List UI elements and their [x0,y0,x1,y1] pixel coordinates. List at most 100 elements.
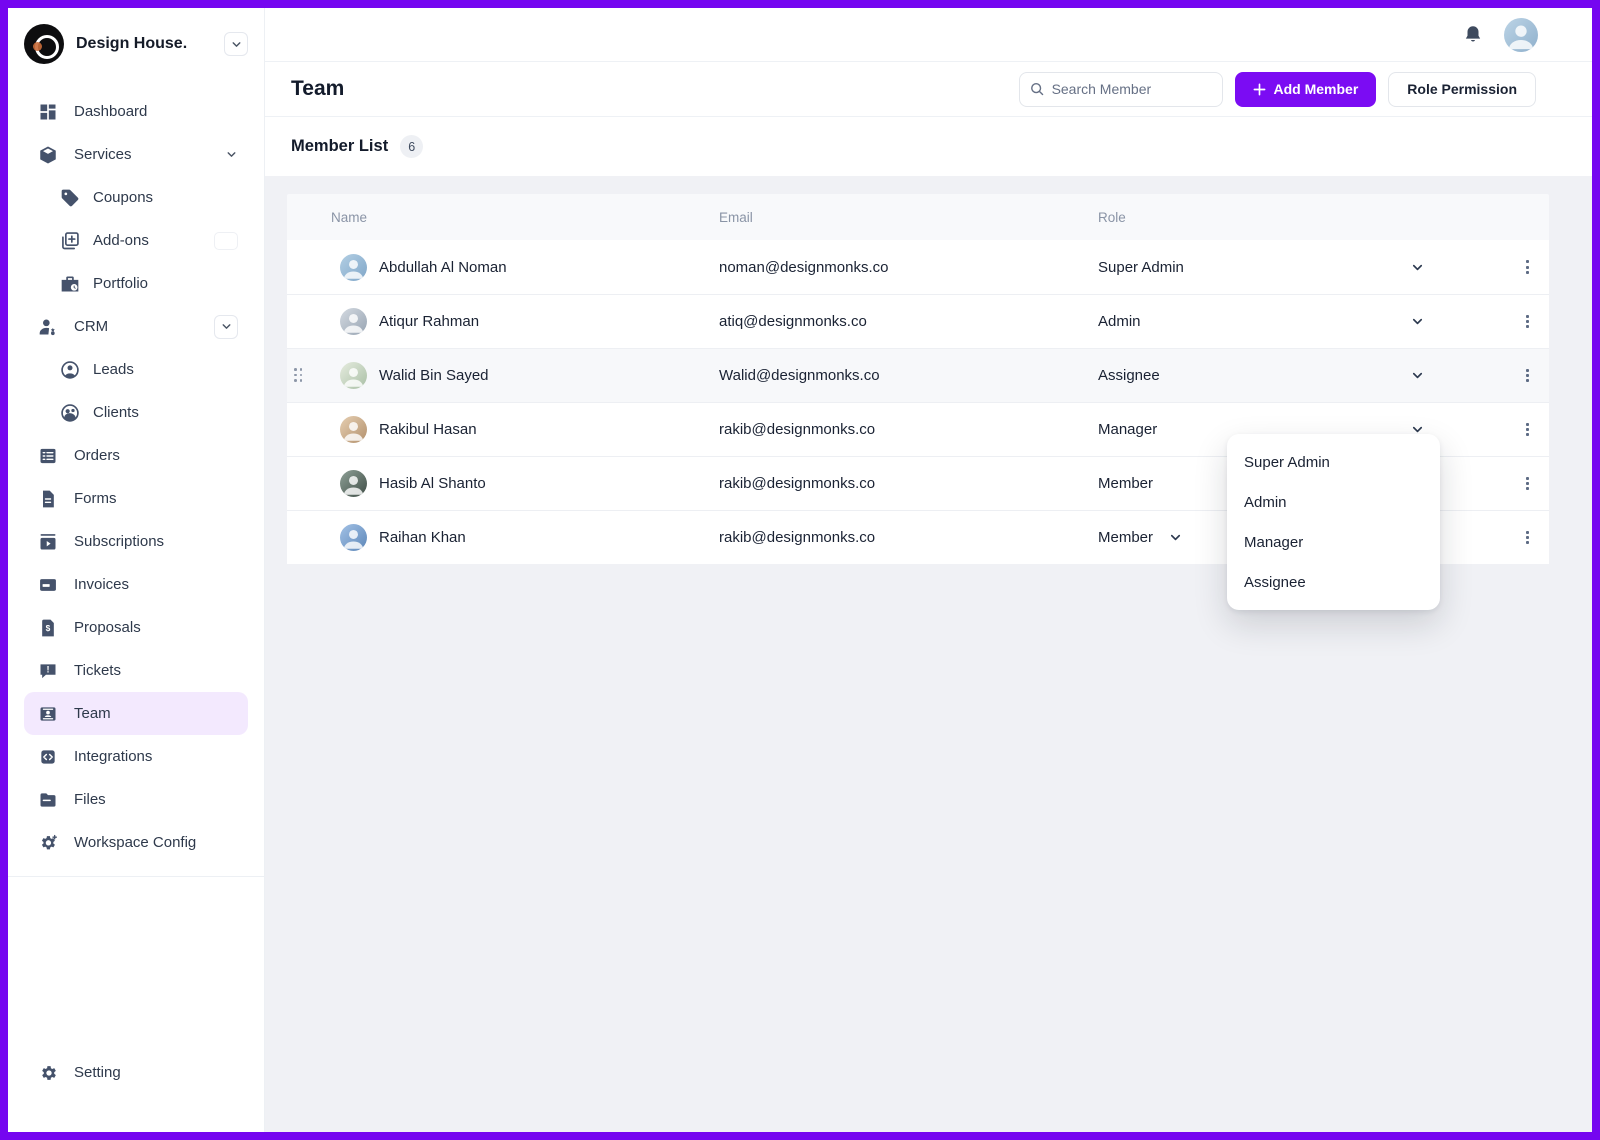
sidebar-item-files[interactable]: Files [24,778,248,821]
row-actions-kebab-icon[interactable] [1522,527,1533,549]
sidebar-item-proposals[interactable]: $ Proposals [24,606,248,649]
sidebar-item-orders[interactable]: Orders [24,434,248,477]
integrations-icon [38,747,58,767]
page-title: Team [291,77,345,100]
member-avatar [340,524,367,551]
member-table: Name Email Role Abdullah Al Noman noman@… [287,194,1549,610]
team-icon [38,704,58,724]
row-actions-kebab-icon[interactable] [1522,311,1533,333]
subscriptions-icon [38,532,58,552]
sidebar-item-forms[interactable]: Forms [24,477,248,520]
services-icon [38,145,58,165]
orders-icon [38,446,58,466]
notifications-bell-icon[interactable] [1462,24,1484,46]
role-option-assignee[interactable]: Assignee [1244,573,1306,591]
topbar [265,8,1592,62]
row-actions-kebab-icon[interactable] [1522,365,1533,387]
files-icon [38,790,58,810]
clients-icon [60,403,80,423]
sidebar-item-clients[interactable]: Clients [24,391,248,434]
crm-chevron-button[interactable] [214,314,238,339]
sidebar-item-workspace-config[interactable]: Workspace Config [24,821,248,864]
dashboard-icon [38,102,58,122]
leads-icon [60,360,80,380]
column-header-email: Email [719,209,753,225]
brand-logo [24,24,64,64]
brand-name: Design House. [76,35,188,52]
search-member-input[interactable] [1051,81,1212,97]
role-option-manager[interactable]: Manager [1244,533,1304,551]
svg-text:$: $ [46,622,51,632]
member-avatar [340,253,367,281]
portfolio-icon [60,274,80,294]
sidebar-item-subscriptions[interactable]: Subscriptions [24,520,248,563]
add-ons-badge-placeholder [214,231,238,250]
search-member-box[interactable] [1018,71,1223,107]
member-role: Manager [1098,421,1158,438]
role-permission-button[interactable]: Role Permission [1388,71,1536,107]
role-dropdown-chevron-icon[interactable] [1410,314,1425,329]
role-option-super-admin[interactable]: Super Admin [1244,453,1330,471]
drag-handle-icon[interactable] [294,368,331,383]
coupons-icon [60,188,80,208]
role-option-admin[interactable]: Admin [1244,493,1287,511]
member-name: Walid Bin Sayed [379,367,489,384]
column-header-name: Name [331,209,368,225]
role-dropdown-chevron-icon[interactable] [1410,368,1425,383]
sidebar-item-dashboard[interactable]: Dashboard [24,90,248,133]
sidebar-item-tickets[interactable]: ! Tickets [24,649,248,692]
member-list-bar: Member List 6 [265,117,1592,176]
sidebar-nav: Dashboard Services Coupons Add-ons [24,90,248,864]
svg-text:!: ! [46,664,49,674]
row-actions-kebab-icon[interactable] [1522,419,1533,441]
member-count-badge: 6 [400,135,424,158]
chevron-down-icon [232,41,240,47]
table-row: Abdullah Al Noman noman@designmonks.co S… [287,240,1549,294]
sidebar: Design House. Dashboard Services Coupons [8,8,265,1132]
member-name: Atiqur Rahman [379,313,480,330]
add-member-button[interactable]: Add Member [1234,71,1377,107]
sidebar-item-portfolio[interactable]: Portfolio [24,262,248,305]
user-avatar[interactable] [1504,17,1538,52]
page-header: Team Add Member Role Permission [265,62,1592,117]
sidebar-item-services[interactable]: Services [24,133,248,176]
content-area: Name Email Role Abdullah Al Noman noman@… [265,176,1592,1132]
member-name: Hasib Al Shanto [379,475,486,492]
invoices-icon [38,575,58,595]
sidebar-item-leads[interactable]: Leads [24,348,248,391]
role-dropdown-chevron-icon[interactable] [1410,422,1425,437]
member-role: Super Admin [1098,258,1184,276]
proposals-icon: $ [38,618,58,638]
workspace-chevron-button[interactable] [224,32,248,56]
member-role: Admin [1098,313,1141,330]
services-chevron-icon [225,148,238,161]
plus-icon [1253,83,1265,95]
sidebar-item-team[interactable]: Team [24,692,248,735]
member-name: Abdullah Al Noman [379,258,507,276]
sidebar-item-setting[interactable]: Setting [24,1051,248,1094]
sidebar-item-coupons[interactable]: Coupons [24,176,248,219]
setting-gear-icon [38,1063,58,1083]
sidebar-item-crm[interactable]: CRM [24,305,248,348]
member-email: atiq@designmonks.co [719,313,867,330]
member-name: Rakibul Hasan [379,421,477,438]
workspace-switcher[interactable]: Design House. [24,20,248,68]
member-email: rakib@designmonks.co [719,475,876,492]
sidebar-item-add-ons[interactable]: Add-ons [24,219,248,262]
member-name: Raihan Khan [379,529,466,546]
role-dropdown-chevron-icon[interactable] [1168,530,1183,545]
member-avatar [340,416,367,443]
member-role: Member [1098,475,1154,492]
row-actions-kebab-icon[interactable] [1522,256,1533,278]
search-icon [1030,83,1043,96]
row-actions-kebab-icon[interactable] [1522,473,1533,495]
tickets-icon: ! [38,661,58,681]
column-header-role: Role [1098,209,1126,225]
sidebar-item-invoices[interactable]: Invoices [24,563,248,606]
role-dropdown-chevron-icon[interactable] [1410,260,1425,275]
member-email: noman@designmonks.co [719,258,889,276]
forms-icon [38,489,58,509]
member-email: rakib@designmonks.co [719,529,876,546]
sidebar-item-integrations[interactable]: Integrations [24,735,248,778]
